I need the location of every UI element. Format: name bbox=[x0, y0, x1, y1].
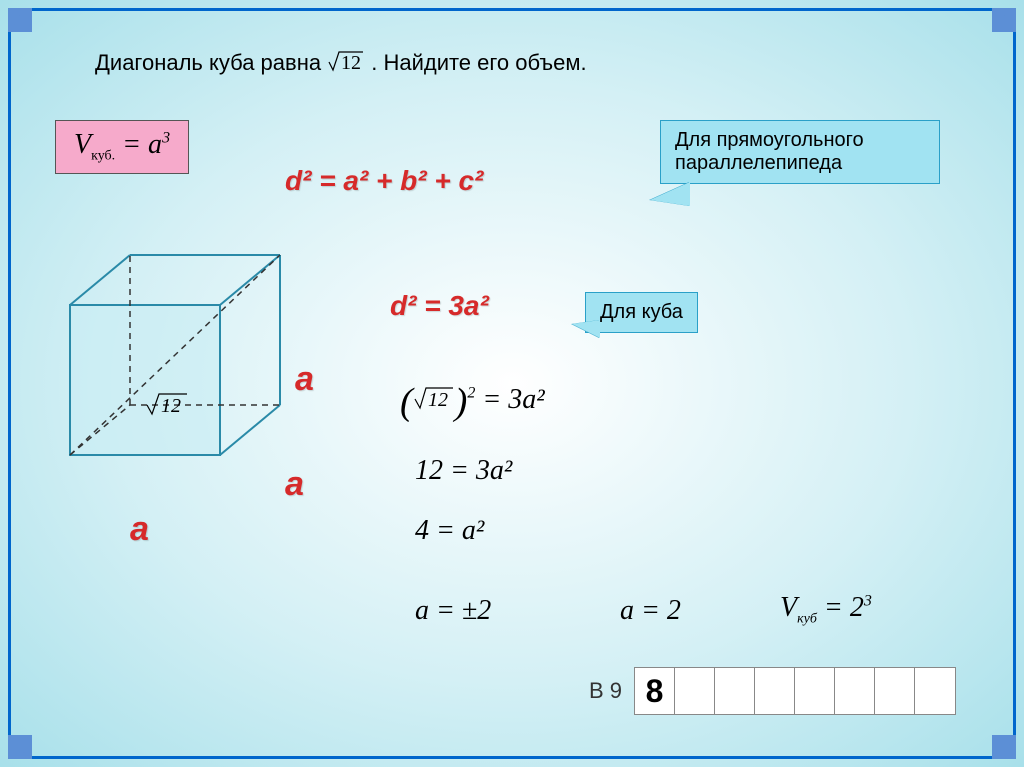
eq6-exp: 3 bbox=[864, 593, 872, 610]
diagonal-cube-formula: d² = 3a² bbox=[390, 290, 489, 322]
cube-diagram bbox=[50, 245, 310, 525]
equation-4: a = ±2 bbox=[415, 595, 491, 627]
answer-cell[interactable] bbox=[715, 668, 755, 714]
callout-tail bbox=[572, 320, 600, 338]
answer-cell[interactable] bbox=[835, 668, 875, 714]
svg-text:12: 12 bbox=[428, 389, 448, 411]
callout-parallelepiped: Для прямоугольного параллелепипеда bbox=[660, 120, 940, 184]
eq1-rhs: = 3a² bbox=[475, 384, 544, 415]
answer-grid: 8 bbox=[634, 667, 956, 715]
eq6-V: V bbox=[780, 592, 797, 623]
corner-ornament bbox=[992, 735, 1016, 759]
svg-text:12: 12 bbox=[161, 395, 181, 417]
corner-ornament bbox=[8, 8, 32, 32]
edge-label-a: a bbox=[285, 465, 304, 504]
svg-text:12: 12 bbox=[341, 52, 361, 74]
problem-statement: Диагональ куба равна 12 . Найдите его об… bbox=[95, 48, 587, 77]
problem-prefix: Диагональ куба равна bbox=[95, 50, 327, 75]
equation-3: 4 = a² bbox=[415, 515, 484, 547]
vol-rhs: = a bbox=[115, 129, 162, 160]
callout-cube: Для куба bbox=[585, 292, 698, 333]
answer-cell[interactable]: 8 bbox=[635, 668, 675, 714]
callout-tail bbox=[650, 182, 690, 206]
vol-sub: куб. bbox=[91, 149, 115, 164]
eq6-rhs: = 2 bbox=[817, 592, 864, 623]
answer-cell[interactable] bbox=[675, 668, 715, 714]
corner-ornament bbox=[8, 735, 32, 759]
equation-1: (12)2 = 3a² bbox=[400, 380, 545, 424]
answer-cell[interactable] bbox=[915, 668, 955, 714]
equation-5: a = 2 bbox=[620, 595, 681, 627]
diagonal-value-label: 12 bbox=[145, 390, 189, 425]
answer-cell[interactable] bbox=[755, 668, 795, 714]
equation-6: Vкуб = 23 bbox=[780, 592, 872, 628]
equation-2: 12 = 3a² bbox=[415, 455, 512, 487]
corner-ornament bbox=[992, 8, 1016, 32]
eq6-sub: куб bbox=[797, 612, 817, 627]
volume-formula-box: Vкуб. = a3 bbox=[55, 120, 189, 174]
problem-suffix: . Найдите его объем. bbox=[371, 50, 586, 75]
edge-label-a: a bbox=[295, 360, 314, 399]
diagonal-general-formula: d² = a² + b² + c² bbox=[285, 165, 483, 197]
problem-value: 12 bbox=[327, 50, 371, 76]
answer-row: В 9 8 bbox=[589, 667, 956, 715]
content-area: Диагональ куба равна 12 . Найдите его об… bbox=[20, 20, 1004, 747]
answer-label: В 9 bbox=[589, 678, 622, 704]
vol-V: V bbox=[74, 129, 91, 160]
answer-cell[interactable] bbox=[875, 668, 915, 714]
answer-cell[interactable] bbox=[795, 668, 835, 714]
vol-exp: 3 bbox=[162, 130, 170, 147]
edge-label-a: a bbox=[130, 510, 149, 549]
